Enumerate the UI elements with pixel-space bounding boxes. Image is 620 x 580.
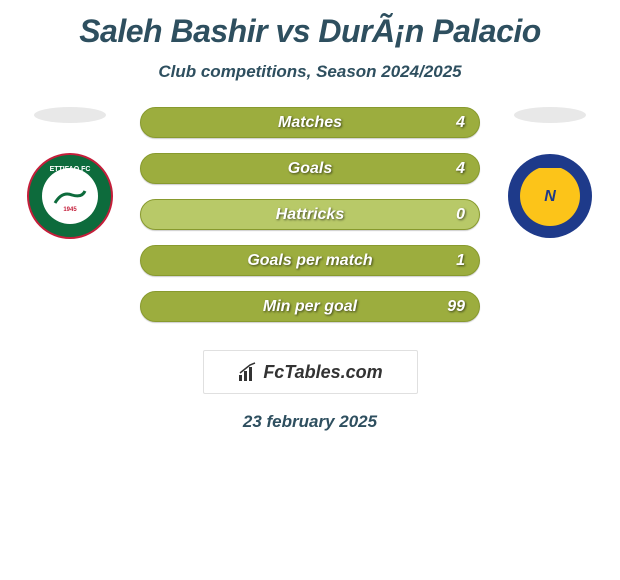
main-section: ETTIFAQ FC 1945 Matches4Goals4Hattricks0… <box>0 107 620 322</box>
stat-label: Matches <box>141 114 479 132</box>
stat-bar: Min per goal99 <box>140 291 480 322</box>
stat-label: Min per goal <box>141 298 479 316</box>
stat-right-value: 0 <box>435 206 465 224</box>
brand-text: FcTables.com <box>263 362 382 383</box>
brand-badge: FcTables.com <box>203 350 418 394</box>
subtitle: Club competitions, Season 2024/2025 <box>0 62 620 107</box>
stat-bar: Goals per match1 <box>140 245 480 276</box>
player-right-club-logo: N <box>507 153 593 239</box>
stat-label: Goals per match <box>141 252 479 270</box>
comparison-container: Saleh Bashir vs DurÃ¡n Palacio Club comp… <box>0 0 620 437</box>
svg-text:N: N <box>544 188 556 205</box>
page-title: Saleh Bashir vs DurÃ¡n Palacio <box>0 5 620 62</box>
stat-right-value: 4 <box>435 160 465 178</box>
stat-bar: Goals4 <box>140 153 480 184</box>
player-left-column: ETTIFAQ FC 1945 <box>20 107 120 239</box>
player-right-column: N <box>500 107 600 239</box>
stat-bar: Hattricks0 <box>140 199 480 230</box>
player-right-flag <box>514 107 586 123</box>
stat-label: Goals <box>141 160 479 178</box>
stat-right-value: 1 <box>435 252 465 270</box>
stats-column: Matches4Goals4Hattricks0Goals per match1… <box>140 107 480 322</box>
svg-text:ETTIFAQ FC: ETTIFAQ FC <box>50 166 91 173</box>
stat-label: Hattricks <box>141 206 479 224</box>
brand-chart-icon <box>237 361 259 383</box>
player-left-club-logo: ETTIFAQ FC 1945 <box>27 153 113 239</box>
svg-text:1945: 1945 <box>63 207 77 213</box>
player-left-flag <box>34 107 106 123</box>
stat-bar: Matches4 <box>140 107 480 138</box>
stat-right-value: 99 <box>435 298 465 316</box>
date-text: 23 february 2025 <box>0 412 620 432</box>
stat-right-value: 4 <box>435 114 465 132</box>
